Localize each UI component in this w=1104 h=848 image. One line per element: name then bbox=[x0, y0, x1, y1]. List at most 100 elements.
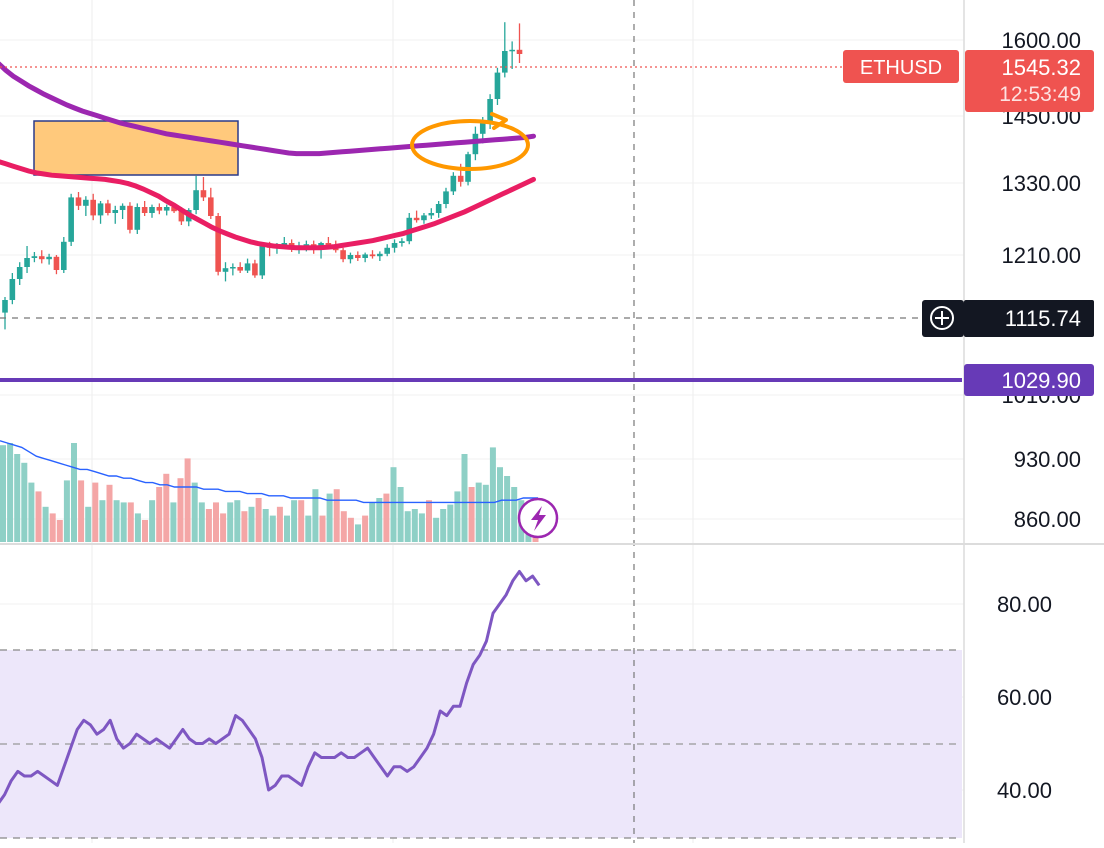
candle-body-20 bbox=[149, 207, 155, 213]
candle-body-60 bbox=[443, 191, 449, 204]
candle-body-31 bbox=[230, 267, 236, 269]
candle-body-14 bbox=[105, 203, 111, 213]
volume-bar-43 bbox=[305, 515, 312, 542]
volume-bar-46 bbox=[326, 493, 333, 542]
volume-ma-line bbox=[0, 440, 538, 504]
candle-body-8 bbox=[61, 241, 67, 270]
candle-body-17 bbox=[127, 205, 133, 230]
volume-bar-27 bbox=[191, 482, 198, 542]
candle-body-68 bbox=[502, 51, 508, 73]
candle-body-30 bbox=[222, 268, 229, 272]
candle-body-58 bbox=[428, 213, 435, 216]
volume-bar-69 bbox=[489, 447, 496, 542]
volume-bar-23 bbox=[163, 473, 170, 542]
volume-bar-7 bbox=[49, 513, 56, 542]
highlight-ellipse[interactable] bbox=[410, 119, 530, 171]
volume-bar-54 bbox=[383, 493, 390, 542]
ma-pink-line[interactable] bbox=[0, 159, 536, 251]
volume-bar-58 bbox=[411, 509, 418, 542]
candle-body-13 bbox=[97, 203, 104, 216]
volume-bar-49 bbox=[347, 517, 354, 542]
volume-bar-72 bbox=[511, 487, 518, 542]
add-plus-icon[interactable] bbox=[930, 306, 954, 330]
symbol-badge-bg bbox=[843, 50, 959, 83]
candle-body-32 bbox=[237, 267, 243, 271]
volume-bar-60 bbox=[426, 500, 432, 542]
volume-bar-13 bbox=[92, 482, 99, 542]
volume-bar-24 bbox=[170, 502, 177, 542]
rsi-axis: 80.00 60.00 40.00 bbox=[997, 592, 1052, 803]
volume-bar-64 bbox=[454, 491, 461, 542]
candle-body-24 bbox=[178, 211, 185, 222]
volume-bar-19 bbox=[134, 513, 141, 542]
candle-body-34 bbox=[252, 263, 258, 276]
candle-body-3 bbox=[24, 258, 30, 267]
candle-body-52 bbox=[384, 247, 390, 254]
volume-bar-15 bbox=[106, 484, 113, 542]
volume-bar-59 bbox=[418, 513, 425, 542]
candle-body-18 bbox=[134, 207, 141, 230]
candle-body-67 bbox=[494, 72, 501, 99]
candle-body-53 bbox=[391, 243, 398, 248]
volume-bar-6 bbox=[42, 506, 49, 542]
candle-body-9 bbox=[68, 197, 74, 242]
candle-body-0 bbox=[2, 300, 8, 313]
volume-bar-65 bbox=[461, 454, 468, 542]
rsi-line bbox=[0, 570, 541, 804]
candle-body-42 bbox=[310, 244, 317, 246]
volume-bar-2 bbox=[14, 454, 21, 542]
volume-bar-3 bbox=[21, 462, 28, 542]
volume-bar-62 bbox=[440, 509, 447, 542]
price-tick-label-0: 1600.00 bbox=[1001, 28, 1081, 53]
candle-body-49 bbox=[362, 254, 368, 258]
volume-bar-29 bbox=[205, 509, 212, 542]
candle-body-1 bbox=[9, 279, 16, 300]
candle-body-19 bbox=[141, 207, 148, 213]
lightning-icon[interactable] bbox=[517, 497, 559, 539]
volume-bar-50 bbox=[355, 524, 361, 542]
candle-body-65 bbox=[479, 123, 486, 134]
volume-bar-32 bbox=[227, 502, 234, 542]
candle-body-26 bbox=[193, 190, 199, 210]
volume-bar-1 bbox=[7, 443, 14, 542]
volume-bar-70 bbox=[497, 467, 503, 542]
candle-body-54 bbox=[399, 241, 405, 243]
candle-body-47 bbox=[347, 255, 354, 260]
price-axis: 1600.001450.001330.001210.001010.00930.0… bbox=[1001, 28, 1081, 532]
volume-bar-42 bbox=[298, 500, 305, 542]
current-price-label: 1545.32 bbox=[1001, 55, 1081, 80]
volume-bar-57 bbox=[404, 511, 411, 542]
volume-bar-71 bbox=[504, 476, 511, 542]
candle-body-5 bbox=[38, 256, 45, 260]
current-price-badge-bg bbox=[965, 50, 1094, 112]
candle-body-33 bbox=[244, 263, 251, 271]
volume-bar-35 bbox=[248, 506, 255, 542]
candle-body-41 bbox=[303, 244, 310, 246]
price-tick-label-2: 1330.00 bbox=[1001, 171, 1081, 196]
volume-bar-0 bbox=[0, 445, 6, 542]
volume-bar-68 bbox=[482, 484, 489, 542]
supply-zone-rectangle[interactable] bbox=[33, 120, 239, 176]
volume-bar-31 bbox=[220, 513, 227, 542]
candle-body-61 bbox=[450, 175, 457, 192]
candle-body-70 bbox=[516, 49, 523, 54]
volume-bar-21 bbox=[149, 500, 156, 542]
horizontal-line-badge-bg bbox=[964, 364, 1094, 396]
candle-body-28 bbox=[208, 197, 214, 216]
volume-bar-9 bbox=[63, 480, 70, 542]
candle-body-64 bbox=[472, 133, 479, 155]
volume-bar-12 bbox=[85, 506, 92, 542]
candle-body-4 bbox=[31, 256, 38, 258]
volume-bar-61 bbox=[433, 517, 440, 542]
candle-body-16 bbox=[119, 205, 126, 210]
crosshair-price-badge-bg bbox=[964, 300, 1094, 337]
volume-bar-11 bbox=[78, 480, 85, 542]
countdown-label: 12:53:49 bbox=[999, 83, 1081, 106]
ma-purple-line[interactable] bbox=[0, 61, 536, 157]
volume-bar-5 bbox=[35, 491, 42, 542]
candle-body-59 bbox=[435, 204, 442, 213]
volume-bar-40 bbox=[284, 515, 290, 542]
volume-bar-63 bbox=[447, 504, 454, 542]
